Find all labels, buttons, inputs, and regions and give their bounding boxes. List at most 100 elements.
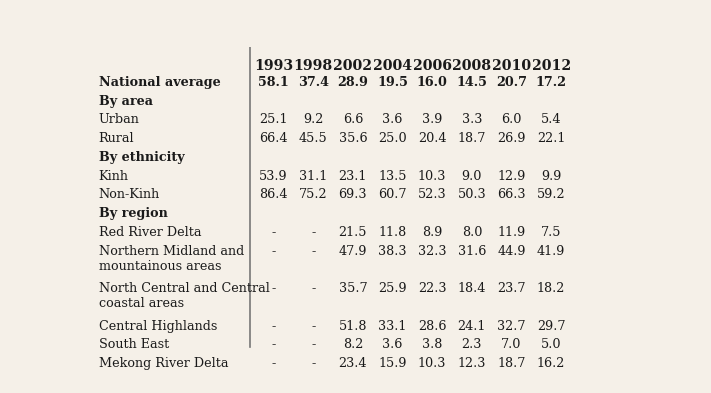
Text: 47.9: 47.9 xyxy=(338,244,367,258)
Text: North Central and Central
coastal areas: North Central and Central coastal areas xyxy=(99,282,269,310)
Text: 17.2: 17.2 xyxy=(535,76,567,89)
Text: -: - xyxy=(272,320,276,333)
Text: 44.9: 44.9 xyxy=(497,244,525,258)
Text: 32.7: 32.7 xyxy=(497,320,525,333)
Text: 69.3: 69.3 xyxy=(338,188,367,201)
Text: 2012: 2012 xyxy=(532,59,571,73)
Text: 18.4: 18.4 xyxy=(458,282,486,295)
Text: 8.2: 8.2 xyxy=(343,338,363,351)
Text: 18.7: 18.7 xyxy=(458,132,486,145)
Text: 31.1: 31.1 xyxy=(299,170,327,183)
Text: South East: South East xyxy=(99,338,169,351)
Text: 3.9: 3.9 xyxy=(422,113,442,126)
Text: 10.3: 10.3 xyxy=(418,357,447,370)
Text: Kinh: Kinh xyxy=(99,170,129,183)
Text: 66.4: 66.4 xyxy=(260,132,288,145)
Text: 45.5: 45.5 xyxy=(299,132,328,145)
Text: 9.9: 9.9 xyxy=(541,170,562,183)
Text: -: - xyxy=(272,226,276,239)
Text: 20.7: 20.7 xyxy=(496,76,527,89)
Text: 23.1: 23.1 xyxy=(338,170,367,183)
Text: 7.5: 7.5 xyxy=(541,226,562,239)
Text: 2004: 2004 xyxy=(373,59,412,73)
Text: 35.6: 35.6 xyxy=(338,132,367,145)
Text: -: - xyxy=(272,357,276,370)
Text: -: - xyxy=(311,244,315,258)
Text: 18.2: 18.2 xyxy=(537,282,565,295)
Text: 1998: 1998 xyxy=(294,59,333,73)
Text: 29.7: 29.7 xyxy=(537,320,565,333)
Text: 3.8: 3.8 xyxy=(422,338,442,351)
Text: Urban: Urban xyxy=(99,113,139,126)
Text: 11.8: 11.8 xyxy=(378,226,407,239)
Text: 22.3: 22.3 xyxy=(418,282,447,295)
Text: 41.9: 41.9 xyxy=(537,244,565,258)
Text: 53.9: 53.9 xyxy=(259,170,288,183)
Text: 15.9: 15.9 xyxy=(378,357,407,370)
Text: 66.3: 66.3 xyxy=(497,188,525,201)
Text: 8.9: 8.9 xyxy=(422,226,442,239)
Text: -: - xyxy=(311,282,315,295)
Text: Northern Midland and
mountainous areas: Northern Midland and mountainous areas xyxy=(99,244,244,273)
Text: 2002: 2002 xyxy=(333,59,373,73)
Text: Central Highlands: Central Highlands xyxy=(99,320,217,333)
Text: Rural: Rural xyxy=(99,132,134,145)
Text: 6.6: 6.6 xyxy=(343,113,363,126)
Text: -: - xyxy=(311,320,315,333)
Text: 23.7: 23.7 xyxy=(497,282,525,295)
Text: 28.9: 28.9 xyxy=(338,76,368,89)
Text: By area: By area xyxy=(99,95,153,108)
Text: -: - xyxy=(311,338,315,351)
Text: 38.3: 38.3 xyxy=(378,244,407,258)
Text: -: - xyxy=(311,357,315,370)
Text: Non-Kinh: Non-Kinh xyxy=(99,188,160,201)
Text: 2008: 2008 xyxy=(452,59,491,73)
Text: National average: National average xyxy=(99,76,220,89)
Text: 3.6: 3.6 xyxy=(383,338,402,351)
Text: 35.7: 35.7 xyxy=(338,282,367,295)
Text: 37.4: 37.4 xyxy=(298,76,328,89)
Text: 33.1: 33.1 xyxy=(378,320,407,333)
Text: 1993: 1993 xyxy=(254,59,293,73)
Text: 13.5: 13.5 xyxy=(378,170,407,183)
Text: 24.1: 24.1 xyxy=(458,320,486,333)
Text: Red River Delta: Red River Delta xyxy=(99,226,201,239)
Text: 3.3: 3.3 xyxy=(461,113,482,126)
Text: -: - xyxy=(272,338,276,351)
Text: 20.4: 20.4 xyxy=(418,132,447,145)
Text: By ethnicity: By ethnicity xyxy=(99,151,184,164)
Text: 31.6: 31.6 xyxy=(458,244,486,258)
Text: 26.9: 26.9 xyxy=(497,132,525,145)
Text: -: - xyxy=(272,282,276,295)
Text: 52.3: 52.3 xyxy=(418,188,447,201)
Text: 9.0: 9.0 xyxy=(461,170,482,183)
Text: 19.5: 19.5 xyxy=(377,76,408,89)
Text: 22.1: 22.1 xyxy=(537,132,565,145)
Text: 50.3: 50.3 xyxy=(457,188,486,201)
Text: 11.9: 11.9 xyxy=(498,226,525,239)
Text: 7.0: 7.0 xyxy=(501,338,522,351)
Text: 23.4: 23.4 xyxy=(338,357,367,370)
Text: -: - xyxy=(311,226,315,239)
Text: Mekong River Delta: Mekong River Delta xyxy=(99,357,228,370)
Text: 51.8: 51.8 xyxy=(338,320,367,333)
Text: 75.2: 75.2 xyxy=(299,188,328,201)
Text: 14.5: 14.5 xyxy=(456,76,487,89)
Text: -: - xyxy=(272,244,276,258)
Text: 2.3: 2.3 xyxy=(461,338,482,351)
Text: 25.1: 25.1 xyxy=(260,113,288,126)
Text: 12.3: 12.3 xyxy=(458,357,486,370)
Text: 12.9: 12.9 xyxy=(497,170,525,183)
Text: 9.2: 9.2 xyxy=(303,113,324,126)
Text: By region: By region xyxy=(99,207,168,220)
Text: 16.2: 16.2 xyxy=(537,357,565,370)
Text: 32.3: 32.3 xyxy=(418,244,447,258)
Text: 59.2: 59.2 xyxy=(537,188,565,201)
Text: 10.3: 10.3 xyxy=(418,170,447,183)
Text: 25.0: 25.0 xyxy=(378,132,407,145)
Text: 58.1: 58.1 xyxy=(258,76,289,89)
Text: 25.9: 25.9 xyxy=(378,282,407,295)
Text: 5.4: 5.4 xyxy=(541,113,562,126)
Text: 60.7: 60.7 xyxy=(378,188,407,201)
Text: 21.5: 21.5 xyxy=(338,226,367,239)
